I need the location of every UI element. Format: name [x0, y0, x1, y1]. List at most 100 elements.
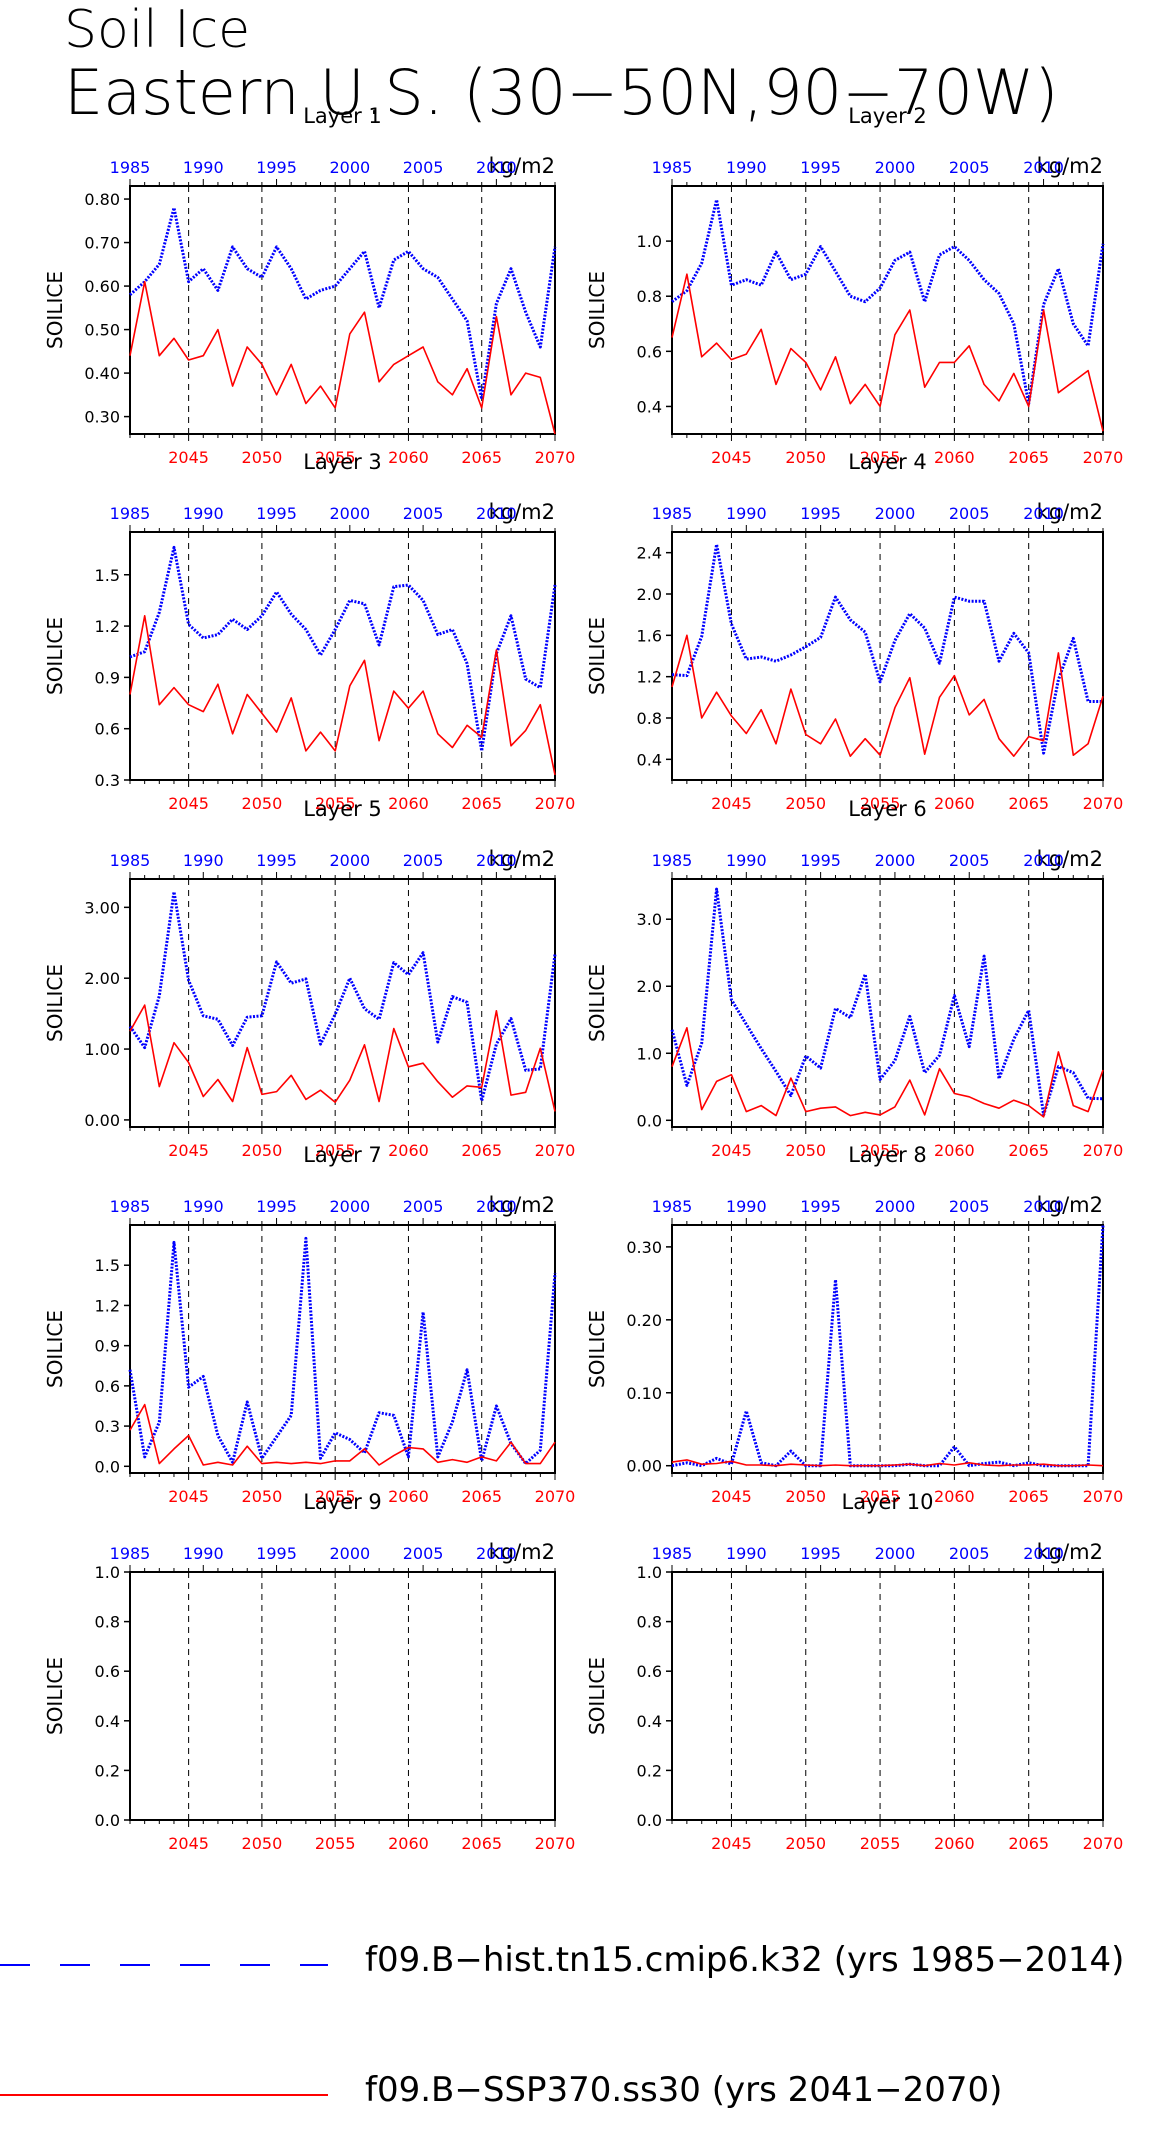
panel-2-series-ssp — [671, 273, 1104, 432]
panel-7-xtick-label-top-1995: 1995 — [256, 1197, 297, 1216]
panel-7-title: Layer 7 — [303, 1143, 382, 1167]
panel-2-units: kg/m2 — [1037, 154, 1103, 178]
panel-2-ytick-label-1.0: 1.0 — [637, 232, 662, 251]
panel-3-frame — [129, 531, 556, 781]
panel-6-xtick-label-bottom-2070: 2070 — [1083, 1141, 1124, 1160]
panel-9-xtick-label-bottom-2065: 2065 — [461, 1834, 502, 1853]
panel-7-series-ssp — [129, 1403, 556, 1466]
panel-10-frame — [671, 1571, 1104, 1821]
panel-1-series-ssp — [129, 280, 556, 435]
panel-9-ytick-label-0.0: 0.0 — [95, 1811, 120, 1830]
panel-10-xtick-label-bottom-2070: 2070 — [1083, 1834, 1124, 1853]
panel-4-frame — [671, 531, 1104, 781]
panel-8-series-ssp — [671, 1459, 1104, 1467]
panel-4-ytick-label-0.8: 0.8 — [637, 709, 662, 728]
panel-10-title: Layer 10 — [842, 1490, 934, 1514]
panel-8-xtick-label-bottom-2050: 2050 — [785, 1487, 826, 1506]
panel-4-units: kg/m2 — [1037, 500, 1103, 524]
panel-9-xtick-label-top-1985: 1985 — [110, 1544, 151, 1563]
panel-1-ytick-label-0.60: 0.60 — [84, 277, 120, 296]
panel-7-xtick-label-bottom-2055: 2055 — [315, 1487, 356, 1506]
panel-9-ytick-label-0.8: 0.8 — [95, 1613, 120, 1632]
panel-6-units: kg/m2 — [1037, 847, 1103, 871]
panel-3-xtick-label-top-2000: 2000 — [329, 504, 370, 523]
panel-10-xtick-label-bottom-2060: 2060 — [934, 1834, 975, 1853]
panel-8-title: Layer 8 — [848, 1143, 927, 1167]
panel-8-ytick-label-0.10: 0.10 — [626, 1384, 662, 1403]
panel-6-xtick-label-top-1995: 1995 — [800, 851, 841, 870]
panel-1-ytick-label-0.70: 0.70 — [84, 234, 120, 253]
panel-3-series-ssp — [129, 614, 556, 776]
panel-5-series-ssp — [129, 1004, 556, 1112]
panel-7-xtick-label-top-2000: 2000 — [329, 1197, 370, 1216]
panel-8-xtick-label-bottom-2055: 2055 — [860, 1487, 901, 1506]
panel-1-ytick-label-0.80: 0.80 — [84, 190, 120, 209]
panel-5-units: kg/m2 — [489, 847, 555, 871]
panel-8-ytick-label-0.30: 0.30 — [626, 1238, 662, 1257]
panel-7-series-hist — [128, 1236, 557, 1466]
panel-9-xtick-label-top-2010: 2010 — [476, 1544, 517, 1563]
panel-5-ytick-label-1.00: 1.00 — [84, 1040, 120, 1059]
panel-6-title: Layer 6 — [848, 797, 927, 821]
panel-2-xtick-label-top-2005: 2005 — [949, 158, 990, 177]
panel-4-xtick-label-top-2005: 2005 — [949, 504, 990, 523]
panel-7-ytick-label-1.2: 1.2 — [95, 1296, 120, 1315]
panel-5-xtick-label-top-2005: 2005 — [403, 851, 444, 870]
panel-8-xtick-label-bottom-2070: 2070 — [1083, 1487, 1124, 1506]
panel-10-ylabel: SOILICE — [585, 1657, 609, 1735]
panel-3-xtick-label-top-2005: 2005 — [403, 504, 444, 523]
panel-5-xtick-label-top-1985: 1985 — [110, 851, 151, 870]
panel-3-xtick-label-top-1995: 1995 — [256, 504, 297, 523]
panel-2-xtick-label-bottom-2045: 2045 — [711, 448, 752, 467]
panel-6-xtick-label-bottom-2065: 2065 — [1008, 1141, 1049, 1160]
panel-1-xtick-label-bottom-2050: 2050 — [242, 448, 283, 467]
panel-3-title: Layer 3 — [303, 450, 382, 474]
figure-subtitle: Eastern U.S. (30−50N,90−70W) — [64, 56, 1059, 129]
panel-8-xtick-label-top-2000: 2000 — [875, 1197, 916, 1216]
panel-10-xtick-label-top-2000: 2000 — [875, 1544, 916, 1563]
panel-2-xtick-label-top-1985: 1985 — [652, 158, 693, 177]
panel-1-xtick-label-top-1995: 1995 — [256, 158, 297, 177]
panel-7-xtick-label-bottom-2065: 2065 — [461, 1487, 502, 1506]
panel-8-xtick-label-top-1990: 1990 — [726, 1197, 767, 1216]
panel-9-xtick-label-bottom-2060: 2060 — [388, 1834, 429, 1853]
panel-7-xtick-label-top-2005: 2005 — [403, 1197, 444, 1216]
chart-panels: Layer 1 kg/m2 SOILICE 0.30 0.40 0.50 0.60 0.70 0… — [43, 104, 1124, 1853]
panel-2-xtick-label-top-2010: 2010 — [1023, 158, 1064, 177]
panel-10-xtick-label-top-2010: 2010 — [1023, 1544, 1064, 1563]
panel-3-series-hist — [129, 545, 557, 753]
panel-3-ytick-label-0.6: 0.6 — [95, 720, 120, 739]
panel-10-xtick-label-top-2005: 2005 — [949, 1544, 990, 1563]
panel-9-ylabel: SOILICE — [43, 1657, 67, 1735]
panel-9-xtick-label-top-2005: 2005 — [403, 1544, 444, 1563]
panel-9-frame — [129, 1571, 556, 1821]
panel-10-ytick-label-0.0: 0.0 — [637, 1811, 662, 1830]
panel-4-xtick-label-top-1995: 1995 — [800, 504, 841, 523]
panel-6-xtick-label-bottom-2050: 2050 — [785, 1141, 826, 1160]
panel-8-xtick-label-bottom-2045: 2045 — [711, 1487, 752, 1506]
panel-1-ytick-label-0.30: 0.30 — [84, 408, 120, 427]
panel-5-xtick-label-bottom-2050: 2050 — [242, 1141, 283, 1160]
panel-10-ytick-label-0.8: 0.8 — [637, 1613, 662, 1632]
panel-7-xtick-label-bottom-2060: 2060 — [388, 1487, 429, 1506]
panel-2-ytick-label-0.4: 0.4 — [637, 397, 662, 416]
panel-2-ytick-label-0.6: 0.6 — [637, 342, 662, 361]
panel-7-frame — [129, 1224, 556, 1474]
panel-10-ytick-label-0.2: 0.2 — [637, 1761, 662, 1780]
panel-4-ylabel: SOILICE — [585, 617, 609, 695]
panel-7-xtick-label-top-1985: 1985 — [110, 1197, 151, 1216]
panel-10-xtick-label-top-1985: 1985 — [652, 1544, 693, 1563]
panel-8-units: kg/m2 — [1037, 1193, 1103, 1217]
panel-6-xtick-label-top-1985: 1985 — [652, 851, 693, 870]
panel-4-xtick-label-bottom-2060: 2060 — [934, 794, 975, 813]
panel-10-xtick-label-bottom-2045: 2045 — [711, 1834, 752, 1853]
panel-4-ytick-label-1.2: 1.2 — [637, 668, 662, 687]
panel-10-xtick-label-bottom-2055: 2055 — [860, 1834, 901, 1853]
panel-1-xtick-label-top-1985: 1985 — [110, 158, 151, 177]
panel-9-xtick-label-bottom-2055: 2055 — [315, 1834, 356, 1853]
panel-3-xtick-label-bottom-2070: 2070 — [535, 794, 576, 813]
panel-10-units: kg/m2 — [1037, 1540, 1103, 1564]
panel-10-xtick-label-bottom-2065: 2065 — [1008, 1834, 1049, 1853]
panel-8-xtick-label-top-2010: 2010 — [1023, 1197, 1064, 1216]
panel-4-title: Layer 4 — [848, 450, 927, 474]
